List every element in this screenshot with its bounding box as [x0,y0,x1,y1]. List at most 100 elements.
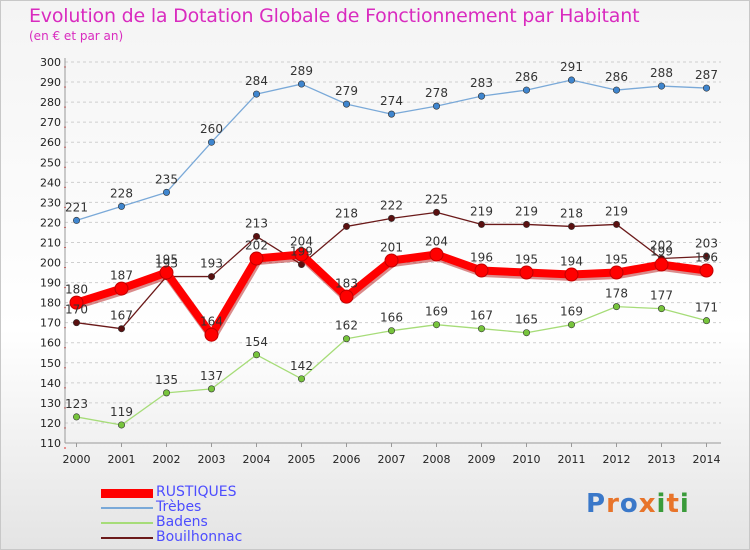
point-badens [342,335,350,343]
point-rustiques [69,295,84,310]
point-rustiques [114,281,129,296]
y-tick-label: 130 [40,397,61,410]
point-badens [387,327,395,335]
x-tick-label: 2014 [693,453,721,466]
data-label-bouilhonnac: 199 [290,245,313,259]
x-tick-label: 2007 [378,453,406,466]
point-rustiques [339,289,354,304]
x-tick-label: 2008 [423,453,451,466]
data-label-bouilhonnac: 219 [470,204,493,218]
legend-swatch [101,522,153,524]
point-rustiques [564,267,579,282]
data-label-tr-bes: 228 [110,186,133,200]
data-label-bouilhonnac: 193 [200,257,223,271]
data-label-rustiques: 183 [335,277,358,291]
data-labels: 170 167 193 193 213 199 218 222 225 219 219 218 219 2… [65,60,718,419]
y-tick-label: 250 [40,156,61,169]
point-rustiques [384,253,399,268]
chart-subtitle: (en € et par an) [29,29,124,43]
point-tr-bes [118,202,126,210]
data-label-tr-bes: 289 [290,64,313,78]
point-tr-bes [522,86,530,94]
point-bouilhonnac [567,222,575,230]
logo-letter: x [638,489,657,519]
point-badens [163,389,171,397]
point-rustiques [699,263,714,278]
point-rustiques [294,247,309,262]
data-label-rustiques: 199 [650,245,673,259]
point-tr-bes [657,82,665,90]
point-tr-bes [477,92,485,100]
data-label-rustiques: 195 [515,253,538,267]
legend-label: Bouilhonnac [156,529,243,545]
legend-label: Badens [156,514,208,530]
point-tr-bes [297,80,305,88]
x-tick-label: 2010 [513,453,541,466]
y-tick-label: 280 [40,96,61,109]
x-tick-label: 2012 [603,453,631,466]
data-label-bouilhonnac: 202 [650,239,673,253]
point-tr-bes [342,100,350,108]
point-bouilhonnac [477,220,485,228]
data-label-badens: 137 [200,369,223,383]
proxiti-logo: Proxiti [586,489,690,519]
data-label-badens: 154 [245,335,268,349]
legend-label: RUSTIQUES [156,484,237,500]
data-label-bouilhonnac: 218 [335,206,358,220]
point-badens [297,375,305,383]
point-badens [73,413,81,421]
data-label-bouilhonnac: 219 [605,204,628,218]
point-tr-bes [253,90,261,98]
data-label-bouilhonnac: 225 [425,192,448,206]
point-bouilhonnac [432,208,440,216]
data-label-tr-bes: 288 [650,66,673,80]
point-bouilhonnac [118,325,126,333]
x-tick-label: 2009 [468,453,496,466]
data-label-badens: 171 [695,301,718,315]
point-tr-bes [387,110,395,118]
point-rustiques [159,265,174,280]
data-label-rustiques: 187 [110,269,133,283]
legend-swatch [101,537,153,539]
y-tick-label: 160 [40,337,61,350]
data-label-rustiques: 195 [605,253,628,267]
point-tr-bes [208,138,216,146]
data-label-badens: 142 [290,359,313,373]
axes: 110 120 130 140 150 160 170 180 190 200 210 220 230 2… [40,56,721,466]
point-tr-bes [73,216,81,224]
point-bouilhonnac [522,220,530,228]
data-label-badens: 167 [470,309,493,323]
data-label-rustiques: 201 [380,241,403,255]
legend-swatch [101,507,153,509]
data-label-badens: 119 [110,405,133,419]
point-tr-bes [567,76,575,84]
data-label-tr-bes: 279 [335,84,358,98]
data-label-bouilhonnac: 167 [110,309,133,323]
data-label-badens: 166 [380,311,403,325]
data-label-bouilhonnac: 222 [380,198,403,212]
data-label-tr-bes: 286 [605,70,628,84]
point-tr-bes [163,188,171,196]
data-label-bouilhonnac: 193 [155,257,178,271]
data-label-badens: 165 [515,313,538,327]
point-badens [208,385,216,393]
data-label-rustiques: 202 [245,239,268,253]
data-label-tr-bes: 260 [200,122,223,136]
data-label-tr-bes: 274 [380,94,403,108]
point-badens [118,421,126,429]
logo-letter: r [606,489,620,519]
y-tick-label: 120 [40,417,61,430]
y-tick-label: 220 [40,216,61,229]
data-label-rustiques: 180 [65,283,88,297]
data-label-badens: 169 [560,305,583,319]
point-badens [253,351,261,359]
y-tick-label: 290 [40,76,61,89]
y-tick-label: 190 [40,277,61,290]
x-tick-label: 2001 [108,453,136,466]
point-bouilhonnac [342,222,350,230]
point-rustiques [474,263,489,278]
data-label-tr-bes: 221 [65,200,88,214]
data-label-bouilhonnac: 218 [560,206,583,220]
x-tick-label: 2002 [153,453,181,466]
point-bouilhonnac [387,214,395,222]
